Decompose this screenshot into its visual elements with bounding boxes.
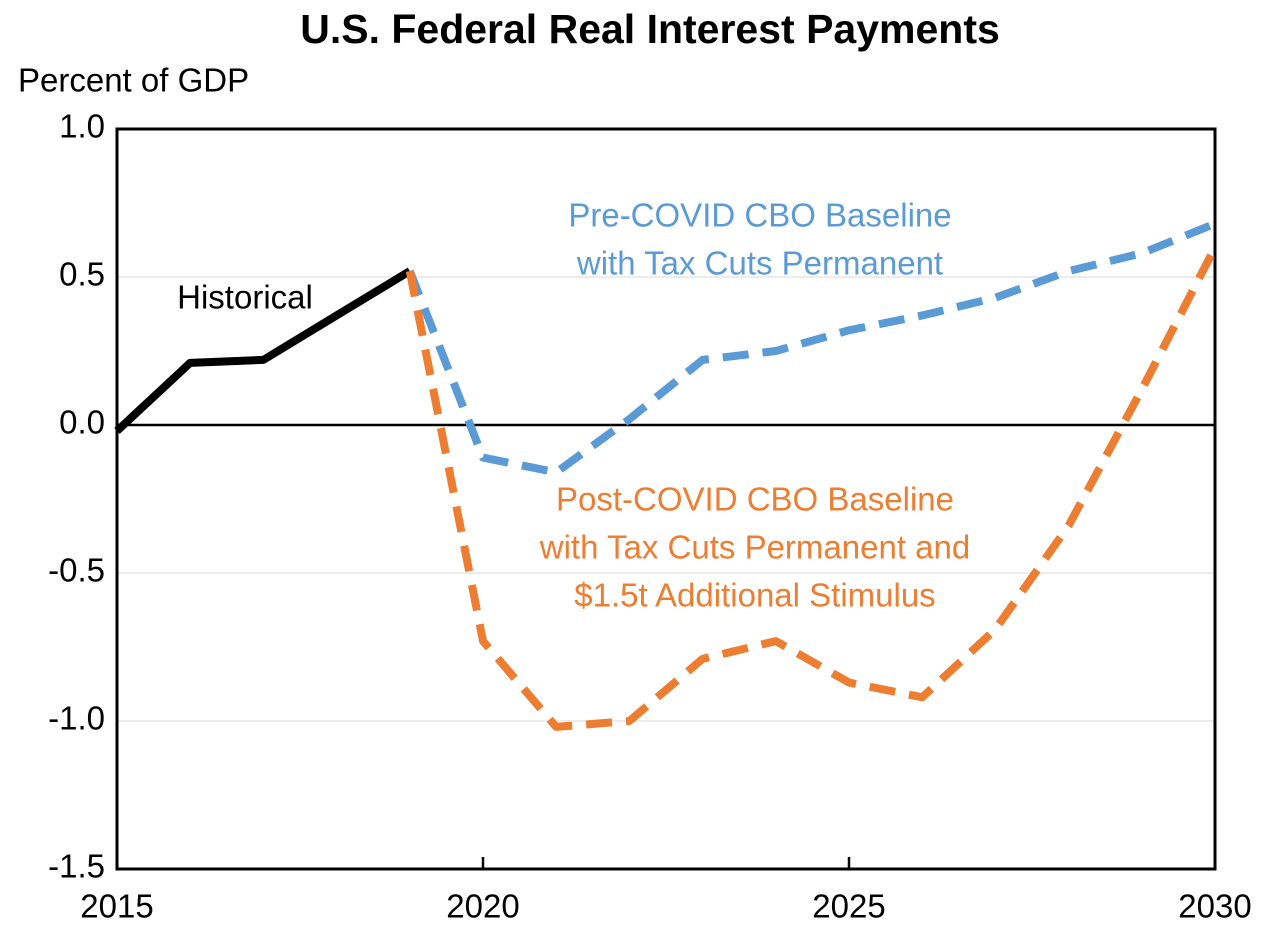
annotation: with Tax Cuts Permanent and (539, 529, 970, 566)
y-tick-label: -1.0 (48, 700, 105, 737)
plot-frame (115, 127, 1217, 871)
chart-title: U.S. Federal Real Interest Payments (300, 6, 1000, 52)
annotation: Pre-COVID CBO Baseline (568, 197, 951, 234)
x-tick-label: 2025 (812, 888, 885, 925)
annotation: with Tax Cuts Permanent (576, 245, 943, 282)
x-tick-label: 2015 (80, 888, 153, 925)
series-line (405, 245, 1219, 731)
y-tick-label: -0.5 (48, 552, 105, 589)
annotation: $1.5t Additional Stimulus (574, 577, 935, 614)
series-line (114, 267, 412, 434)
y-axis-label: Percent of GDP (18, 62, 249, 99)
series-line (406, 220, 1217, 477)
y-tick-label: 1.0 (59, 108, 105, 145)
annotation: Historical (177, 279, 313, 316)
y-tick-label: -1.5 (48, 848, 105, 885)
x-tick-label: 2020 (446, 888, 519, 925)
annotation: Post-COVID CBO Baseline (556, 481, 954, 518)
y-tick-label: 0.5 (59, 256, 105, 293)
y-tick-label: 0.0 (59, 404, 105, 441)
x-tick-label: 2030 (1178, 888, 1251, 925)
